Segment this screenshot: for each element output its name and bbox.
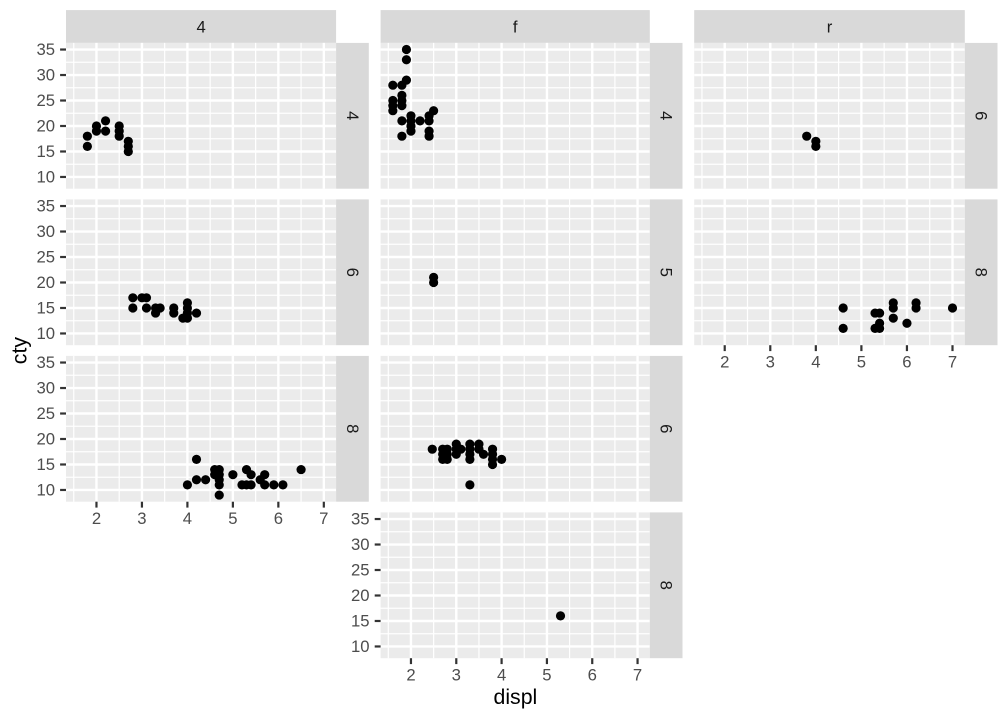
svg-text:4: 4 (811, 352, 820, 371)
svg-text:30: 30 (36, 65, 55, 84)
svg-text:5: 5 (857, 352, 866, 371)
svg-text:2: 2 (92, 509, 101, 528)
svg-text:4: 4 (183, 509, 192, 528)
svg-text:10: 10 (351, 637, 370, 656)
svg-text:cty: cty (8, 337, 32, 365)
svg-text:25: 25 (351, 560, 370, 579)
svg-text:10: 10 (36, 324, 55, 343)
svg-text:3: 3 (766, 352, 775, 371)
svg-text:15: 15 (351, 611, 370, 630)
svg-text:7: 7 (633, 665, 642, 684)
svg-text:15: 15 (36, 298, 55, 317)
svg-text:25: 25 (36, 404, 55, 423)
svg-text:5: 5 (542, 665, 551, 684)
svg-text:8: 8 (972, 268, 991, 277)
svg-text:35: 35 (36, 196, 55, 215)
svg-text:25: 25 (36, 247, 55, 266)
svg-text:4: 4 (657, 111, 676, 120)
svg-text:7: 7 (948, 352, 957, 371)
svg-text:6: 6 (274, 509, 283, 528)
svg-text:30: 30 (36, 378, 55, 397)
svg-text:7: 7 (319, 509, 328, 528)
svg-text:2: 2 (720, 352, 729, 371)
svg-text:8: 8 (343, 424, 362, 433)
svg-text:6: 6 (902, 352, 911, 371)
svg-text:30: 30 (36, 222, 55, 241)
svg-text:3: 3 (137, 509, 146, 528)
svg-text:3: 3 (452, 665, 461, 684)
svg-text:6: 6 (343, 268, 362, 277)
svg-text:6: 6 (588, 665, 597, 684)
svg-text:f: f (513, 18, 518, 37)
svg-text:15: 15 (36, 142, 55, 161)
svg-text:20: 20 (351, 586, 370, 605)
svg-text:4: 4 (343, 111, 362, 120)
svg-text:20: 20 (36, 273, 55, 292)
svg-text:5: 5 (657, 268, 676, 277)
svg-text:r: r (827, 18, 833, 37)
svg-text:35: 35 (36, 353, 55, 372)
svg-text:15: 15 (36, 455, 55, 474)
svg-text:25: 25 (36, 91, 55, 110)
svg-text:4: 4 (497, 665, 506, 684)
svg-text:35: 35 (351, 509, 370, 528)
svg-text:displ: displ (493, 685, 537, 709)
svg-text:10: 10 (36, 480, 55, 499)
svg-text:2: 2 (406, 665, 415, 684)
svg-text:30: 30 (351, 535, 370, 554)
svg-text:20: 20 (36, 429, 55, 448)
svg-text:20: 20 (36, 116, 55, 135)
svg-text:5: 5 (228, 509, 237, 528)
svg-text:8: 8 (657, 581, 676, 590)
svg-text:6: 6 (972, 111, 991, 120)
svg-text:10: 10 (36, 167, 55, 186)
svg-text:6: 6 (657, 424, 676, 433)
svg-text:4: 4 (196, 18, 205, 37)
svg-text:35: 35 (36, 40, 55, 59)
